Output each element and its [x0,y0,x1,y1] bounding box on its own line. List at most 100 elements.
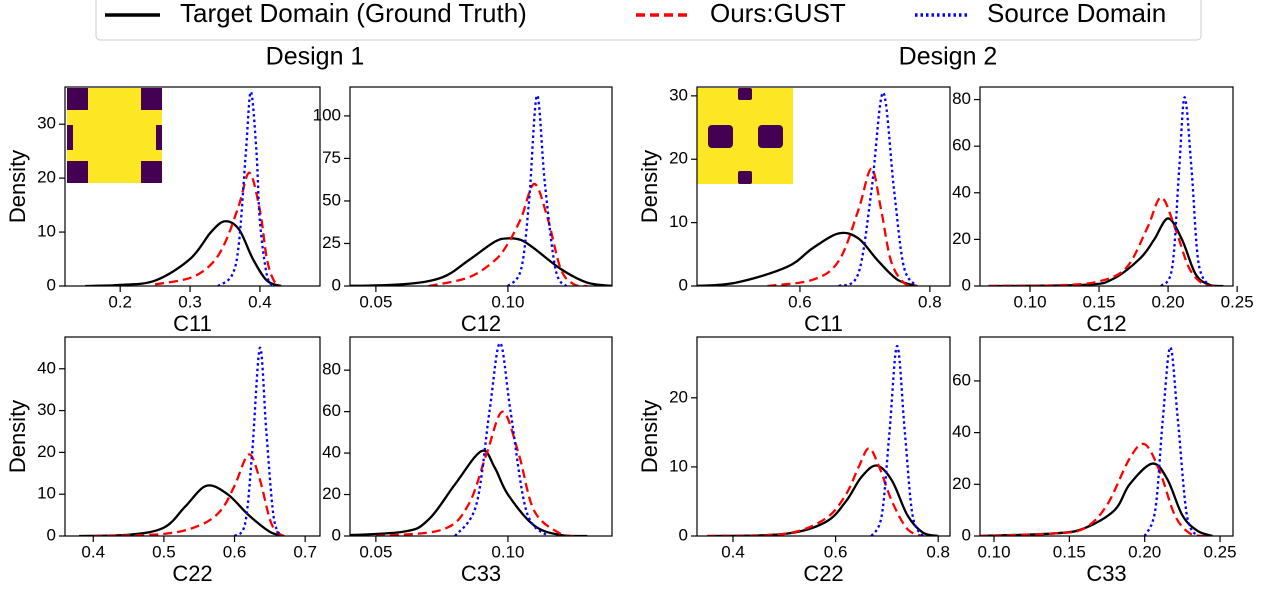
density-line [154,171,282,286]
x-tick-label: 0.25 [1221,292,1254,311]
x-tick-label: 0.8 [918,292,942,311]
y-axis-label: Density [5,150,30,223]
axes-frame [696,86,951,287]
y-tick-label: 30 [669,85,688,104]
y-tick-label: 100 [313,105,341,124]
x-axis-label: C22 [803,561,843,586]
x-tick-label: 0.8 [926,542,950,561]
x-tick-label: 0.5 [152,542,176,561]
density-line [988,196,1217,286]
density-line [838,91,918,286]
y-axis-label: Density [637,150,662,223]
density-line [93,453,285,536]
y-tick-label: 40 [952,422,971,441]
y-tick-label: 0 [332,275,341,294]
legend-label: Ours:GUST [710,0,846,28]
x-tick-label: 0.10 [491,292,524,311]
density-line [1160,96,1211,286]
density-line [375,410,575,536]
y-tick-label: 75 [322,148,341,167]
x-tick-label: 0.7 [293,542,317,561]
x-tick-label: 0.10 [1013,292,1046,311]
y-tick-label: 25 [322,233,341,252]
y-tick-label: 30 [37,400,56,419]
x-tick-label: 0.05 [359,292,392,311]
y-tick-label: 40 [322,443,341,462]
y-tick-label: 0 [962,525,971,544]
y-tick-label: 80 [322,360,341,379]
y-tick-label: 0 [962,275,971,294]
density-line [980,442,1206,536]
density-line [707,447,924,536]
y-tick-label: 60 [322,401,341,420]
axes-frame [64,86,321,287]
axes-frame [696,336,951,537]
y-tick-label: 40 [37,358,56,377]
y-tick-label: 60 [952,370,971,389]
density-line [707,464,939,536]
density-line [767,167,918,286]
x-axis-label: C11 [804,311,843,336]
x-tick-label: 0.10 [491,542,524,561]
density-line [980,462,1213,536]
legend-box [95,0,1202,41]
y-tick-label: 20 [952,474,971,493]
density-line [350,237,612,286]
x-tick-label: 0.05 [359,542,392,561]
density-line [697,231,918,286]
y-tick-label: 20 [37,442,56,461]
y-tick-label: 30 [37,114,56,133]
y-tick-label: 0 [47,275,56,294]
x-axis-label: C33 [461,561,501,586]
density-line [350,449,588,536]
y-axis-label: Density [637,400,662,473]
x-tick-label: 0.4 [721,542,745,561]
density-line [870,344,924,536]
y-tick-label: 0 [679,525,688,544]
y-tick-label: 20 [37,168,56,187]
density-line [79,484,285,536]
y-tick-label: 20 [669,387,688,406]
x-tick-label: 0.20 [1152,292,1185,311]
axes-frame [349,86,613,287]
axes-frame [349,336,613,537]
legend-label: Target Domain (Ground Truth) [180,0,527,28]
y-tick-label: 20 [669,149,688,168]
axes-frame [979,86,1234,287]
y-tick-label: 10 [669,456,688,475]
x-tick-label: 0.6 [788,292,812,311]
y-tick-label: 0 [332,525,341,544]
y-tick-label: 20 [322,484,341,503]
density-line [507,94,568,286]
y-tick-label: 20 [952,229,971,248]
group-title: Design 1 [266,43,365,71]
x-tick-label: 0.10 [977,542,1010,561]
x-tick-label: 0.6 [824,542,848,561]
inset-design-2 [697,88,793,184]
axes-frame [64,336,321,537]
density-line [988,217,1224,286]
x-tick-label: 0.4 [248,292,272,311]
y-tick-label: 40 [952,182,971,201]
x-axis-label: C12 [461,311,501,336]
x-axis-label: C11 [173,311,212,336]
y-tick-label: 10 [37,222,56,241]
x-tick-label: 0.20 [1128,542,1161,561]
x-tick-label: 0.2 [108,292,132,311]
x-tick-label: 0.15 [1082,292,1115,311]
density-line [85,220,282,286]
y-tick-label: 80 [952,89,971,108]
y-tick-label: 50 [322,190,341,209]
y-tick-label: 0 [47,525,56,544]
y-tick-label: 10 [37,484,56,503]
legend-label: Source Domain [987,0,1166,28]
density-line [454,342,549,536]
y-tick-label: 0 [679,275,688,294]
y-axis-label: Density [5,400,30,473]
x-tick-label: 0.4 [81,542,105,561]
x-tick-label: 0.25 [1203,542,1236,561]
density-line [217,90,275,286]
density-line [233,346,282,536]
density-line [1143,346,1199,536]
